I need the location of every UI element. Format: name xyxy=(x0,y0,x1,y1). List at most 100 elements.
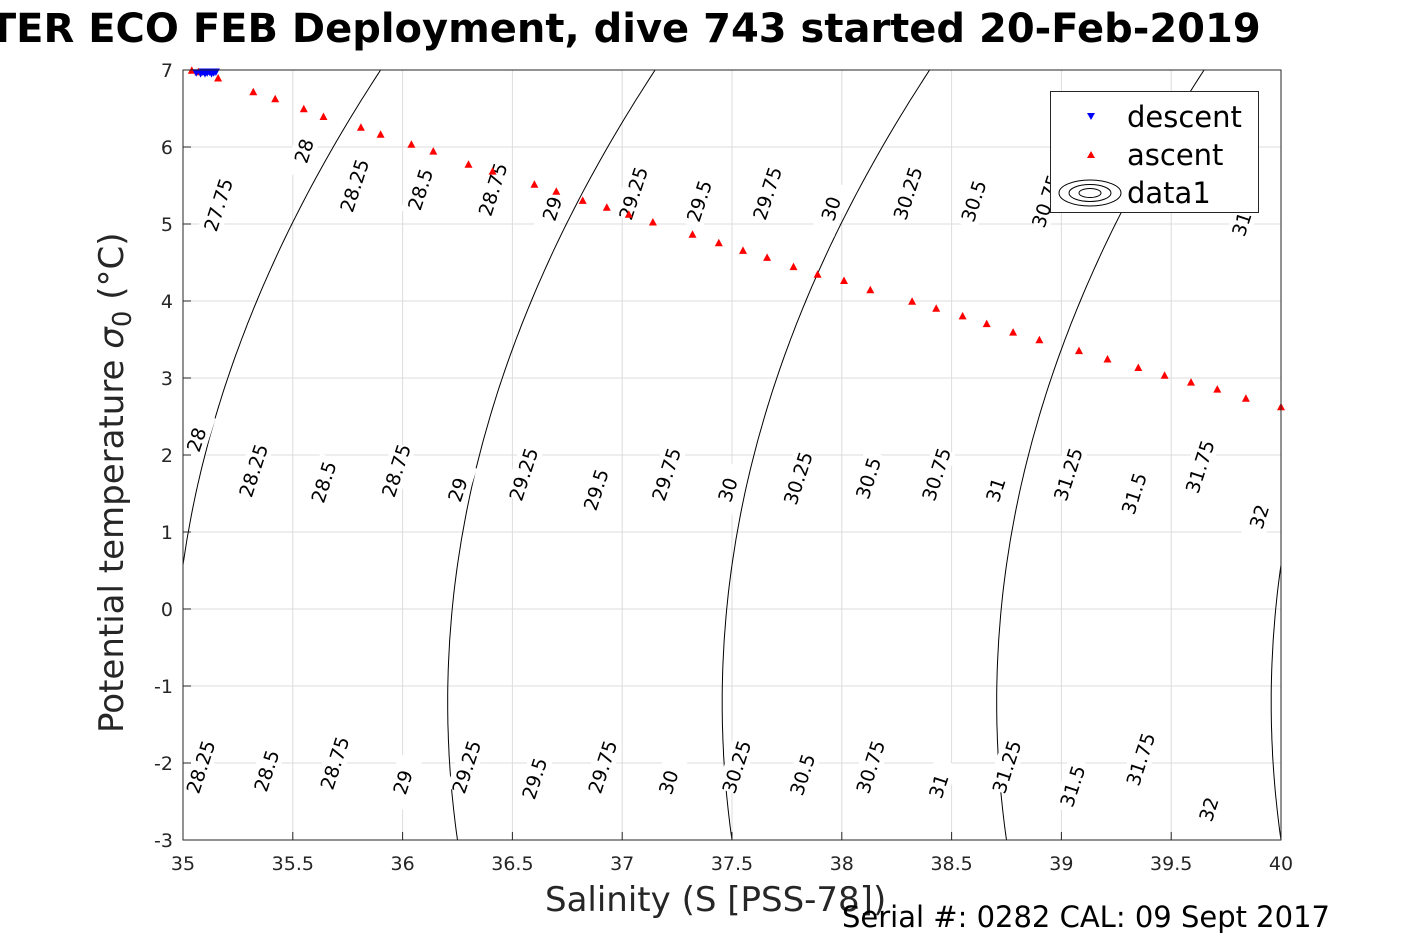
ascent-series xyxy=(187,66,1285,411)
ascent-point xyxy=(578,196,587,204)
ascent-point xyxy=(376,130,385,138)
chart-title: LTER ECO FEB Deployment, dive 743 starte… xyxy=(0,6,1261,52)
legend-label-data1: data1 xyxy=(1127,176,1211,210)
y-axis-label: Potential temperature σ0 (°C) xyxy=(92,233,138,733)
contour-label-bg xyxy=(976,461,1015,519)
contour-label-bg xyxy=(438,461,477,519)
legend-entry-descent: descent xyxy=(1051,97,1260,135)
contour-label-bg xyxy=(304,453,343,511)
contour-label-bg xyxy=(848,449,888,507)
legend-label-ascent: ascent xyxy=(1127,138,1224,172)
contour-label-bg xyxy=(987,738,1026,796)
contour-label-bg xyxy=(850,738,890,796)
y-axis-label-text: Potential temperature xyxy=(92,348,132,733)
contour-label-bg xyxy=(514,749,554,807)
contour-label-bg xyxy=(708,461,748,519)
x-tick-label: 37.5 xyxy=(711,853,753,875)
contour-label-bg xyxy=(1189,780,1228,838)
ascent-marker-icon xyxy=(1087,151,1095,158)
x-tick-label: 35.5 xyxy=(272,853,314,875)
y-tick-label: 4 xyxy=(161,291,173,313)
contour-label-bg xyxy=(176,411,216,469)
contour-label-bg xyxy=(648,753,688,811)
ascent-point xyxy=(648,218,657,226)
ascent-point xyxy=(464,160,473,168)
contour-label-bg xyxy=(284,122,324,180)
contour-label-bg xyxy=(646,445,686,503)
contour-label-bg xyxy=(954,172,994,230)
contour-line xyxy=(0,70,106,840)
x-tick-label: 38.5 xyxy=(930,853,972,875)
y-tick-label: 2 xyxy=(161,445,173,467)
contour-label-bg xyxy=(473,160,513,218)
legend-entry-data1: data1 xyxy=(1051,173,1260,211)
contour-label-bg xyxy=(315,734,354,792)
contour-label-bg xyxy=(1114,465,1154,522)
contour-label-bg xyxy=(233,441,273,499)
contour-label-bg xyxy=(778,449,818,507)
contour-label-bg xyxy=(198,176,238,234)
ascent-point xyxy=(1134,363,1143,371)
x-axis-label: Salinity (S [PSS-78]) xyxy=(545,880,887,920)
contour-label-bg xyxy=(532,180,572,238)
y-tick-label: 3 xyxy=(161,368,173,390)
ascent-point xyxy=(932,304,941,312)
ascent-point xyxy=(1241,394,1250,402)
contour-label-bg xyxy=(1121,730,1160,788)
ascent-point xyxy=(958,311,967,320)
ascent-point xyxy=(552,187,561,195)
ascent-point xyxy=(319,112,328,120)
legend-label-descent: descent xyxy=(1127,100,1242,134)
contour-label-bg xyxy=(918,757,958,815)
ascent-point xyxy=(1075,346,1083,355)
contour-line xyxy=(183,70,382,840)
x-tick-label: 35 xyxy=(171,853,195,875)
ascent-point xyxy=(249,87,258,96)
y-tick-label: 5 xyxy=(161,214,173,236)
y-tick-label: -3 xyxy=(154,830,173,852)
contour-label-bg xyxy=(582,738,622,796)
ascent-point xyxy=(1213,385,1222,393)
ascent-point xyxy=(763,253,772,261)
ascent-point xyxy=(624,210,633,218)
contour-label-bg xyxy=(1048,445,1088,503)
contour-label-bg xyxy=(383,753,423,811)
ascent-point xyxy=(866,285,875,294)
legend: descent ascent data1 xyxy=(1050,91,1259,213)
contour-label-bg xyxy=(503,445,543,503)
contour-label-bg xyxy=(613,164,653,222)
ascent-point xyxy=(407,140,416,148)
contour-label-bg xyxy=(888,164,928,222)
contour-label-bg xyxy=(782,746,822,803)
ascent-point xyxy=(429,147,438,155)
y-axis-label-sigma: σ xyxy=(92,327,132,349)
ascent-point xyxy=(1187,378,1195,386)
x-axis-ticks: 35 35.5 36 36.5 37 37.5 38 38.5 39 39.5 40 xyxy=(171,832,1293,875)
contour-label-bg xyxy=(576,461,616,519)
y-tick-label: -1 xyxy=(154,676,173,698)
legend-entry-ascent: ascent xyxy=(1051,135,1260,173)
ascent-point xyxy=(299,104,308,113)
contour-line xyxy=(721,70,931,840)
ascent-point xyxy=(1103,355,1112,363)
ascent-point xyxy=(840,276,848,284)
contour-label-bg xyxy=(247,742,286,800)
y-axis-label-subscript: 0 xyxy=(107,310,138,328)
contour-label-bg xyxy=(376,441,416,499)
contour-label-bg xyxy=(181,738,221,796)
ascent-point xyxy=(1035,335,1044,344)
x-tick-label: 40 xyxy=(1269,853,1293,875)
y-axis-ticks: -3 -2 -1 0 1 2 3 4 5 6 7 xyxy=(154,60,191,852)
contour-line xyxy=(447,70,656,840)
x-tick-label: 39 xyxy=(1049,853,1073,875)
x-tick-label: 36.5 xyxy=(491,853,533,875)
y-axis-label-unit: (°C) xyxy=(92,232,132,311)
contour-line xyxy=(1270,561,1281,840)
ascent-point xyxy=(789,262,798,271)
x-tick-label: 37 xyxy=(610,853,634,875)
ascent-point xyxy=(271,94,280,103)
contour-label-bg xyxy=(1180,438,1220,495)
y-tick-label: 1 xyxy=(161,522,173,544)
ascent-point xyxy=(908,297,917,305)
ascent-point xyxy=(1160,371,1169,379)
